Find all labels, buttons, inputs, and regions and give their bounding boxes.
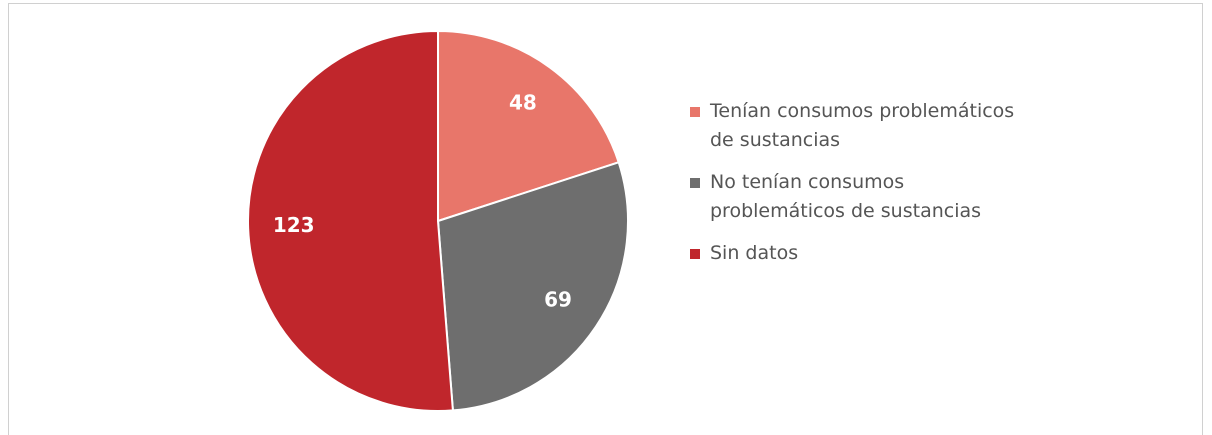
legend-item: No tenían consumos problemáticos de sust… [690,168,1040,226]
legend-swatch [690,249,700,259]
data-label: 123 [273,213,315,237]
frame [8,3,1203,435]
legend-swatch [690,178,700,188]
data-label: 48 [509,91,537,115]
legend-item: Tenían consumos problemáticos de sustanc… [690,97,1040,155]
data-label: 69 [544,288,572,312]
legend-label: No tenían consumos problemáticos de sust… [710,171,982,222]
legend-label: Sin datos [710,242,799,264]
pie-slice [437,29,620,223]
pie-slice [436,161,629,412]
legend-swatch [690,107,700,117]
legend-label: Tenían consumos problemáticos de sustanc… [710,100,1015,151]
legend: Tenían consumos problemáticos de sustanc… [690,97,1050,281]
pie-slice [247,29,454,412]
legend-item: Sin datos [690,239,1040,268]
